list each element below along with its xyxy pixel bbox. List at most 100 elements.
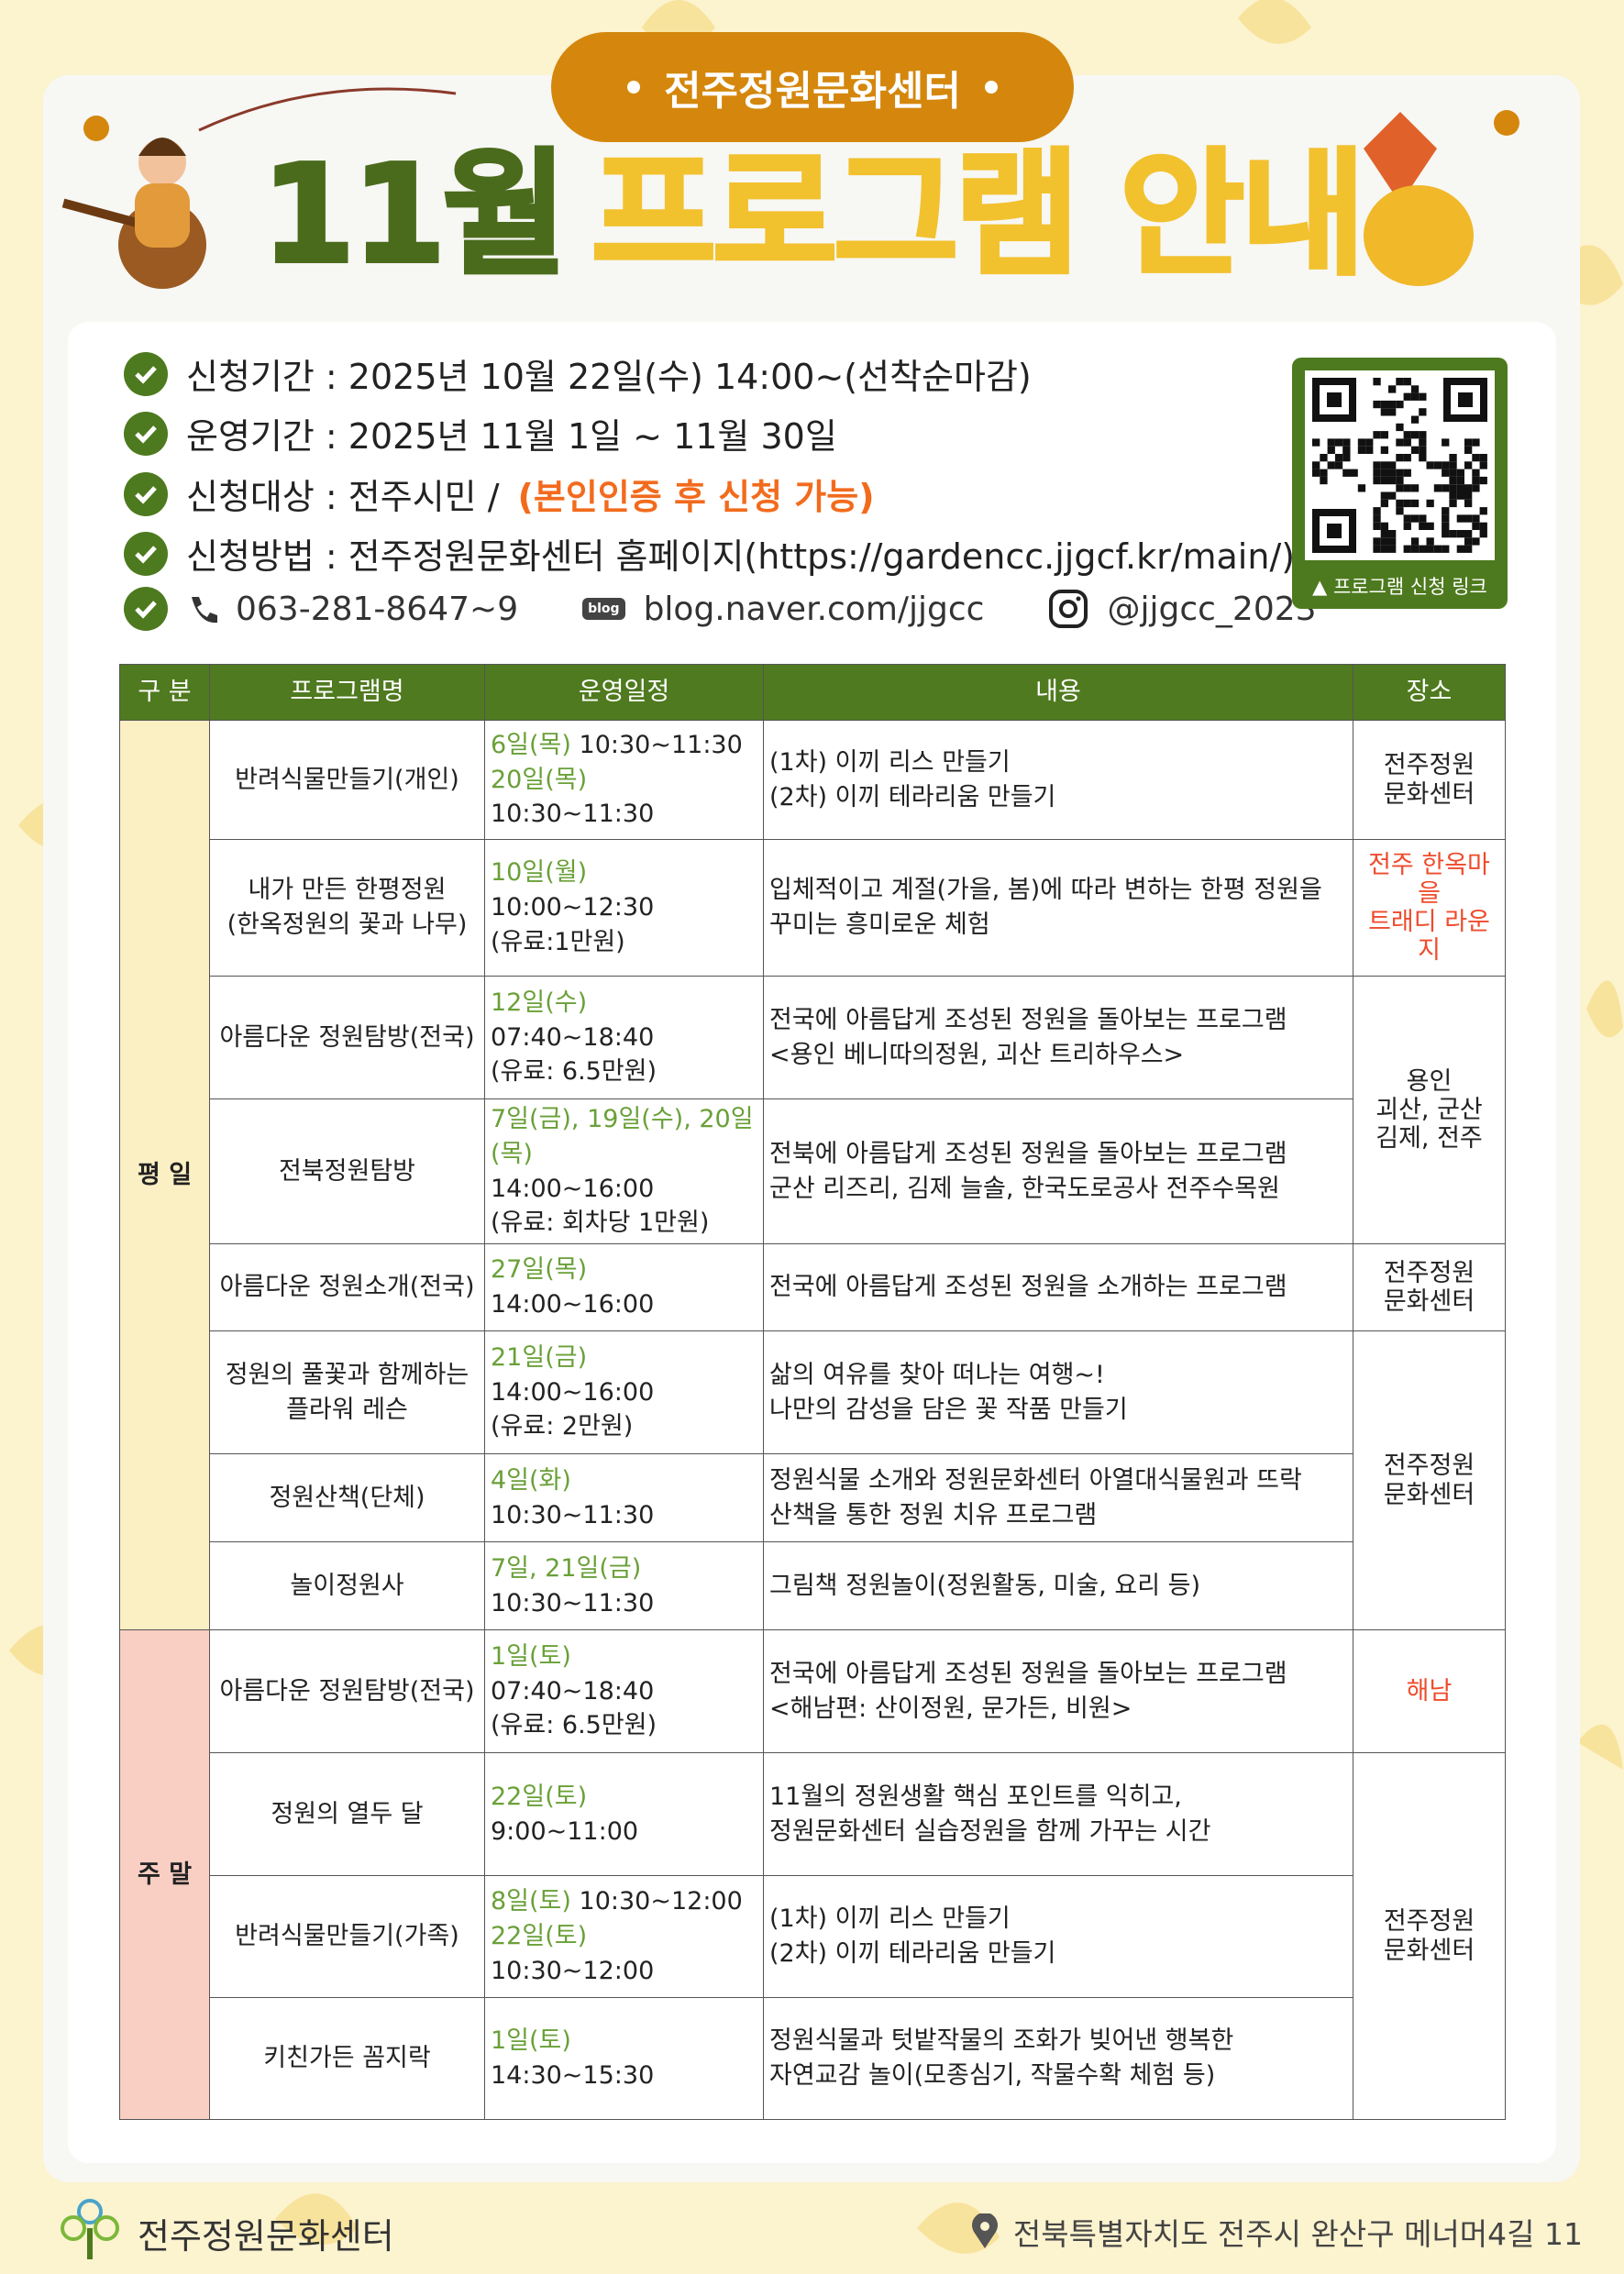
schedule: 4일(화) 10:30~11:30 (484, 1453, 764, 1542)
title-rest: 프로그램 안내 (590, 136, 1367, 293)
schedule-date: 7일, 21일(금) (491, 1553, 642, 1583)
schedule: 27일(목) 14:00~16:00 (484, 1243, 764, 1331)
content-line: 삶의 여유를 찾아 떠나는 여행~! (769, 1360, 1105, 1389)
schedule-line: (유료: 6.5만원) (491, 1054, 757, 1089)
check-icon (124, 351, 168, 396)
table-header: 구 분 프로그램명 운영일정 내용 장소 (119, 664, 1506, 721)
program-name: 정원산책(단체) (209, 1453, 485, 1542)
program-name-line: 아름다운 정원소개(전국) (219, 1273, 475, 1302)
title-month: 11월 (260, 136, 569, 293)
footer-address: 전북특별자치도 전주시 완산구 메너머4길 11 (971, 2210, 1583, 2254)
schedule-line: 4일(화) (491, 1463, 757, 1498)
schedule-line: 14:30~15:30 (491, 2059, 757, 2093)
content-line: 꾸미는 흥미로운 체험 (769, 911, 990, 939)
qr-box (1292, 358, 1508, 609)
info-item: 운영기간 : 2025년 11월 1일 ~ 11월 30일 (124, 408, 837, 458)
schedule-time: 07:40~18:40 (491, 1676, 655, 1706)
schedule-time: 10:30~11:30 (491, 800, 655, 829)
schedule-date: 1일(토) (491, 1641, 571, 1671)
place-line: 전주정원 (1383, 1258, 1475, 1287)
schedule-line: 1일(토) (491, 2024, 757, 2059)
group-label: 평 일 (119, 720, 210, 1630)
table-row: 정원의 풀꽃과 함께하는 플라워 레슨 21일(금) 14:00~16:00 (유료: … (120, 1330, 1506, 1630)
place: 전주정원 문화센터 (1353, 1330, 1506, 1630)
content-line: (1차) 이끼 리스 만들기 (769, 1904, 1011, 1934)
schedule-line: 14:00~16:00 (491, 1172, 757, 1207)
schedule-line: 20일(목) 10:30~11:30 (491, 763, 757, 833)
content-line: 전국에 아름답게 조성된 정원을 소개하는 프로그램 (769, 1273, 1287, 1302)
schedule-line: 10일(월) (491, 856, 757, 890)
program-name-line: 키친가든 꼼지락 (263, 2044, 431, 2073)
schedule-line: (유료:1만원) (491, 925, 757, 960)
schedule-line: 14:00~16:00 (491, 1287, 757, 1322)
check-icon (124, 411, 168, 456)
content-line: 11월의 정원생활 핵심 포인트를 익히고, (769, 1782, 1182, 1811)
content-line: 전국에 아름답게 조성된 정원을 돌아보는 프로그램 (769, 1005, 1287, 1034)
phone: 063-281-8647~9 (236, 590, 519, 628)
schedule-time: 10:30~12:00 (579, 1887, 743, 1916)
program-name: 아름다운 정원탐방(전국) (209, 976, 485, 1099)
table-row: 주 말 아름다운 정원탐방(전국) 1일(토) 07:40~18:40 (유료: 6.5… (119, 1629, 1506, 2120)
schedule: 22일(토) 9:00~11:00 (484, 1752, 764, 1876)
content: 정원식물 소개와 정원문화센터 아열대식물원과 뜨락 산책을 통한 정원 치유 프… (763, 1453, 1353, 1542)
program-name-line: 정원의 열두 달 (271, 1799, 424, 1828)
group-label: 주 말 (119, 1629, 210, 2120)
schedule-line: 07:40~18:40 (491, 1021, 757, 1055)
schedule: 7일(금), 19일(수), 20일(목) 14:00~16:00 (유료: 회차당… (484, 1098, 764, 1244)
content: 삶의 여유를 찾아 떠나는 여행~! 나만의 감성을 담은 꽃 작품 만들기 (763, 1330, 1353, 1454)
schedule-date: 12일(수) (491, 988, 588, 1017)
content: 11월의 정원생활 핵심 포인트를 익히고, 정원문화센터 실습정원을 함께 가꾸… (763, 1752, 1353, 1876)
place: 해남 (1353, 1629, 1506, 1753)
content-line: 그림책 정원놀이(정원활동, 미술, 요리 등) (769, 1571, 1201, 1600)
content-line: <해남편: 산이정원, 문가든, 비원> (769, 1694, 1132, 1723)
schedule-time: 10:30~11:30 (491, 1500, 655, 1529)
content-line: (2차) 이끼 테라리움 만들기 (769, 782, 1056, 811)
schedule-time: (유료: 6.5만원) (491, 1711, 657, 1740)
program-name: 전북정원탐방 (209, 1098, 485, 1244)
schedule-line: 9:00~11:00 (491, 1815, 757, 1849)
content: 그림책 정원놀이(정원활동, 미술, 요리 등) (763, 1541, 1353, 1630)
schedule-date: 8일(토) (491, 1887, 571, 1916)
schedule-line: 7일(금), 19일(수), 20일(목) (491, 1102, 757, 1172)
content-line: 정원식물과 텃밭작물의 조화가 빚어낸 행복한 (769, 2026, 1234, 2056)
info-text: 신청방법 : 전주정원문화센터 홈페이지(https://gardencc.jj… (186, 536, 1296, 577)
schedule-line: (유료: 6.5만원) (491, 1708, 757, 1743)
table-row: 놀이정원사 7일, 21일(금) 10:30~11:30 그림책 정원놀이(정원활동,… (120, 1541, 1506, 1630)
place: 전주정원 문화센터 (1353, 720, 1506, 840)
info-item: 신청방법 : 전주정원문화센터 홈페이지(https://gardencc.jj… (124, 528, 1295, 579)
schedule-line: 8일(토) 10:30~12:00 (491, 1884, 757, 1919)
title: 11월 프로그램 안내 (229, 145, 1394, 284)
place: 용인 괴산, 군산 김제, 전주 (1353, 976, 1506, 1244)
instagram: @jjgcc_2023 (1107, 590, 1317, 628)
schedule-date: 4일(화) (491, 1465, 571, 1495)
place-line: 전주정원 (1383, 1907, 1475, 1937)
content-line: 군산 리즈리, 김제 늘솔, 한국도로공사 전주수목원 (769, 1174, 1280, 1203)
column-header: 운영일정 (484, 664, 764, 721)
schedule-time: 9:00~11:00 (491, 1816, 639, 1846)
place-line: 용인 (1406, 1066, 1453, 1096)
program-name: 놀이정원사 (209, 1541, 485, 1630)
schedule-line: (유료: 회차당 1만원) (491, 1206, 757, 1241)
schedule-time: (유료: 6.5만원) (491, 1057, 657, 1087)
schedule-line: 21일(금) (491, 1341, 757, 1375)
place-line: 해남 (1406, 1676, 1453, 1706)
content: 전국에 아름답게 조성된 정원을 돌아보는 프로그램 <용인 베니따의정원, 괴산… (763, 976, 1353, 1099)
info-note: (본인인증 후 신청 가능) (517, 477, 875, 517)
schedule-line: 10:00~12:30 (491, 890, 757, 925)
schedule: 1일(토) 14:30~15:30 (484, 1997, 764, 2120)
content-line: 산책을 통한 정원 치유 프로그램 (769, 1500, 1098, 1529)
column-header: 구 분 (119, 664, 210, 721)
table-row: 정원의 열두 달 22일(토) 9:00~11:00 11월의 정원생활 핵심 포인트… (120, 1752, 1506, 2120)
table-row: 전북정원탐방 7일(금), 19일(수), 20일(목) 14:00~16:00 (유… (120, 1098, 1506, 1244)
program-name-line: 내가 만든 한평정원 (248, 876, 447, 905)
schedule-line: 1일(토) (491, 1639, 757, 1674)
schedule-time: 14:00~16:00 (491, 1377, 655, 1407)
table-row: 키친가든 꼼지락 1일(토) 14:30~15:30 정원식물과 텃밭작물의 조화가 … (120, 1997, 1506, 2120)
content: 전북에 아름답게 조성된 정원을 돌아보는 프로그램 군산 리즈리, 김제 늘솔,… (763, 1098, 1353, 1244)
table-row: 반려식물만들기(가족) 8일(토) 10:30~12:00 22일(토) 10:30… (120, 1875, 1506, 1998)
schedule-date: 10일(월) (491, 858, 588, 888)
schedule-line: 7일, 21일(금) (491, 1551, 757, 1586)
contacts: 063-281-8647~9 blog blog.naver.com/jjgcc… (124, 587, 1317, 631)
info-text: 운영기간 : 2025년 11월 1일 ~ 11월 30일 (186, 416, 837, 457)
schedule: 6일(목) 10:30~11:30 20일(목) 10:30~11:30 (484, 720, 764, 840)
